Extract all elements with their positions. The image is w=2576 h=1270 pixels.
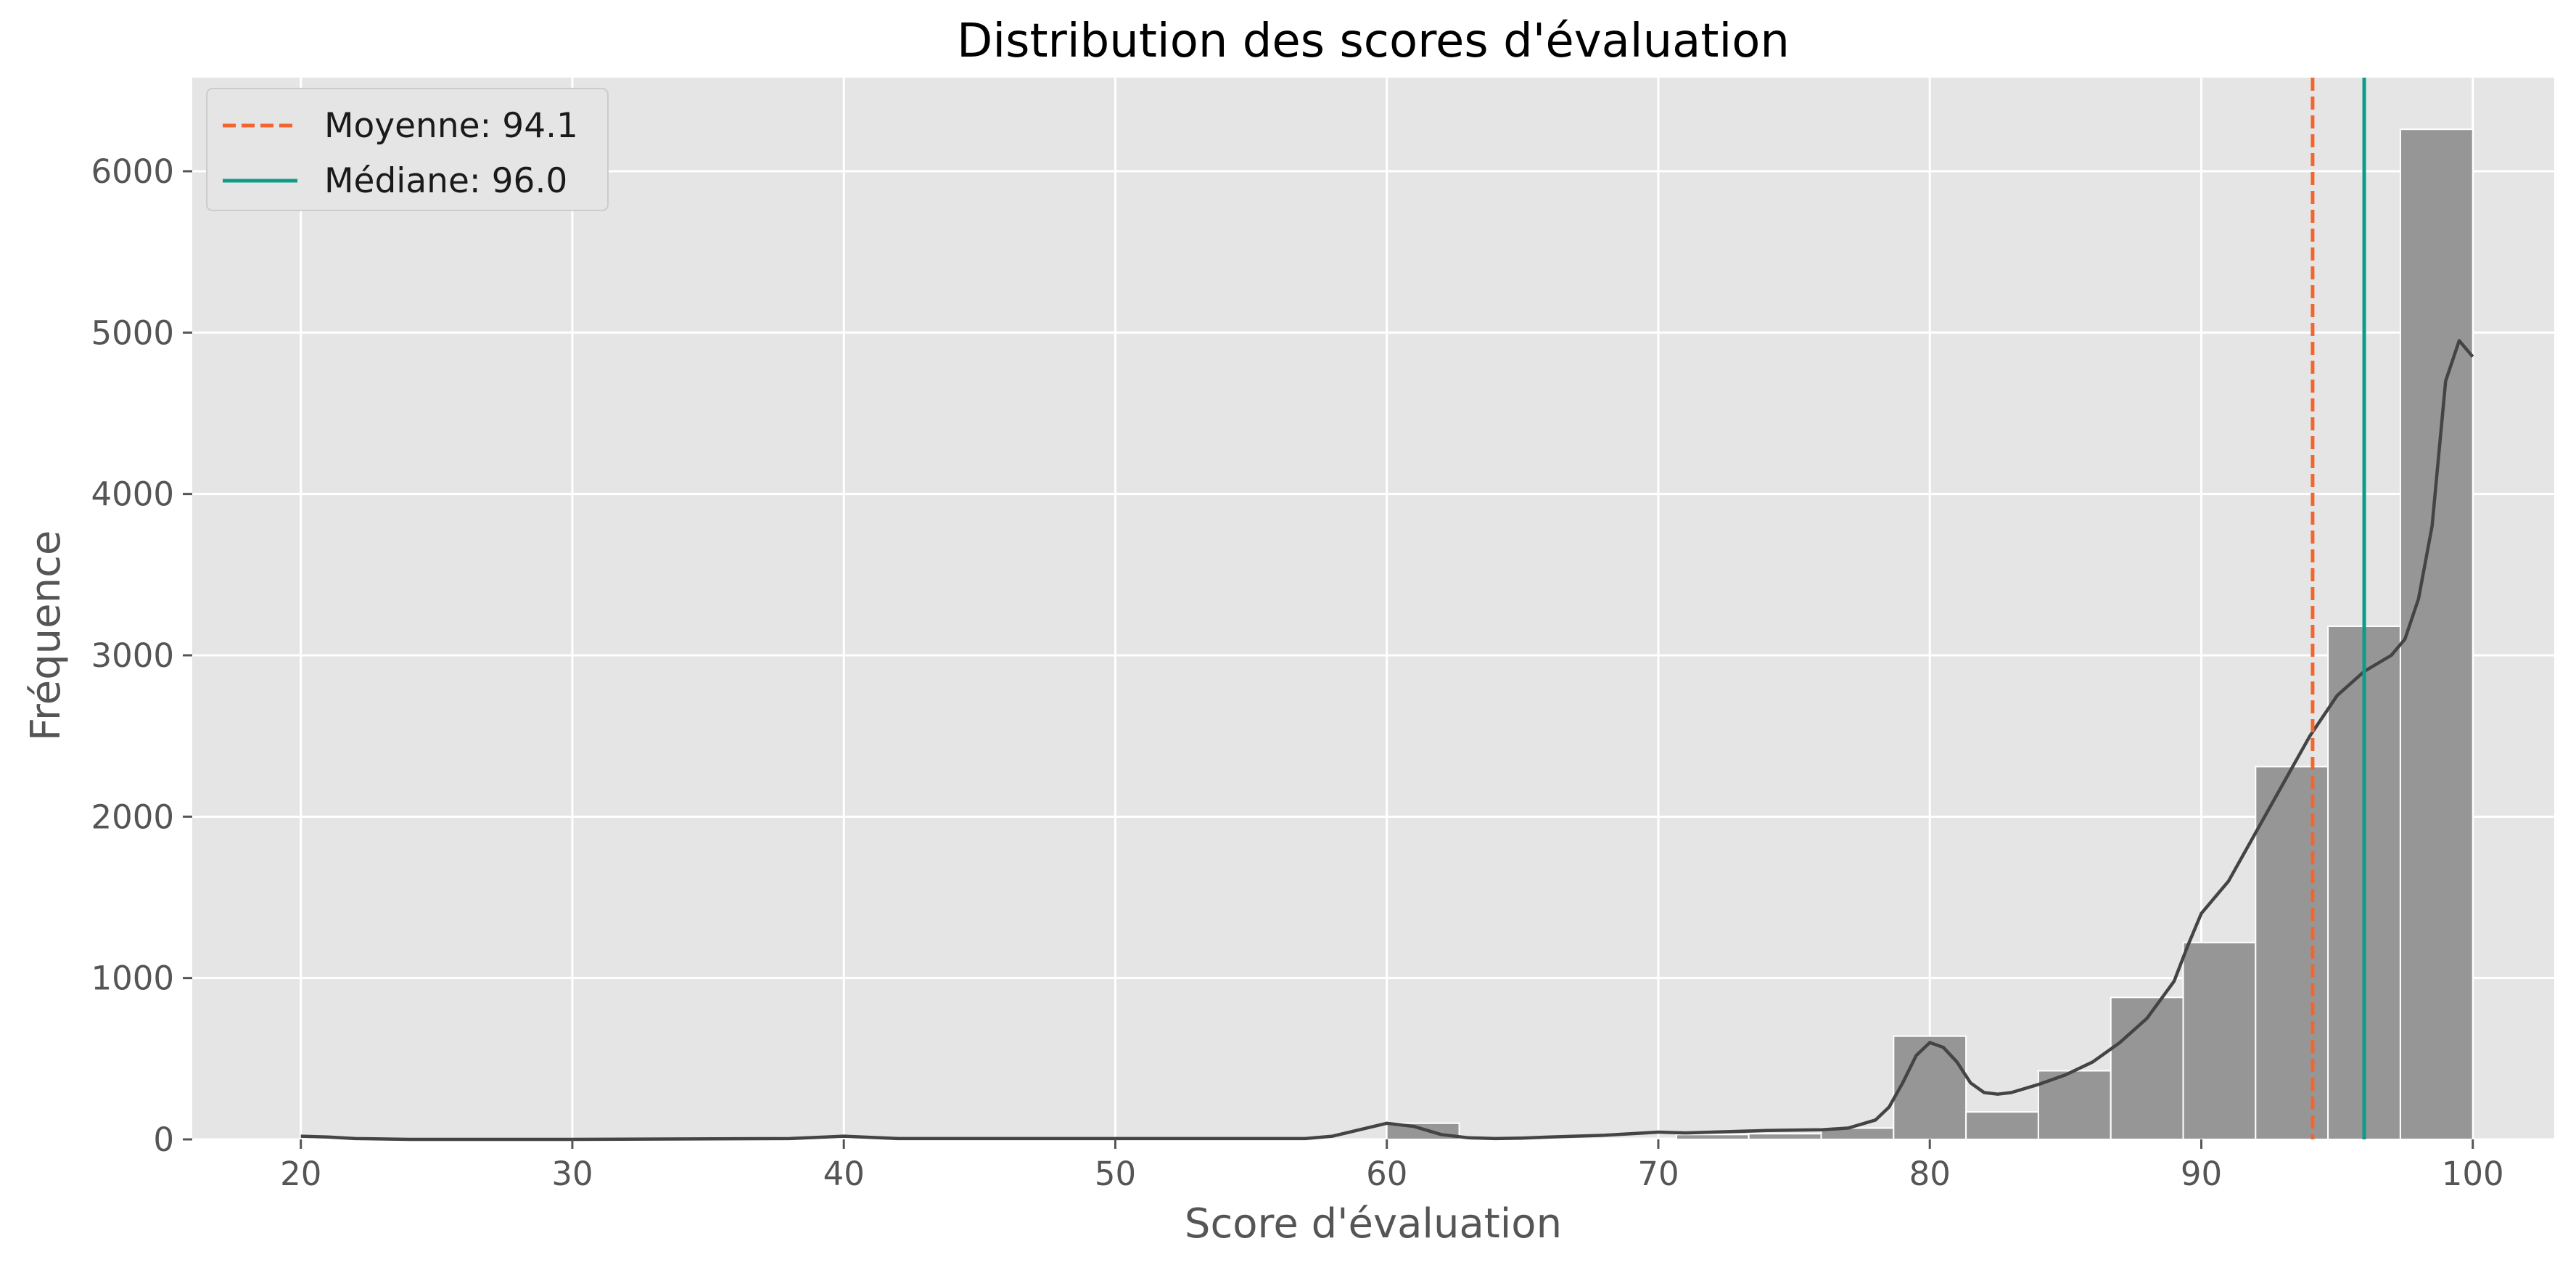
reference-lines xyxy=(2310,78,2366,1139)
histogram-bar xyxy=(1748,1133,1822,1141)
histogram-bar xyxy=(2182,941,2257,1140)
x-tick-label: 60 xyxy=(1366,1155,1407,1193)
x-tick-label: 100 xyxy=(2442,1155,2504,1193)
y-axis-label: Fréquence xyxy=(22,530,70,742)
x-tick-label: 80 xyxy=(1909,1155,1951,1193)
histogram-bar xyxy=(2110,996,2184,1141)
plot-area xyxy=(192,78,2554,1139)
x-tick-label: 40 xyxy=(823,1155,865,1193)
legend-entry: Médiane: 96.0 xyxy=(324,161,567,201)
histogram-bar xyxy=(1893,1035,1967,1141)
chart-title: Distribution des scores d'évaluation xyxy=(957,15,1790,68)
y-tick-label: 6000 xyxy=(91,152,174,191)
histogram-bar xyxy=(2399,128,2474,1141)
legend-entry: Moyenne: 94.1 xyxy=(324,106,578,146)
kde-curve xyxy=(300,339,2474,1142)
y-axis-ticks: 0 1000 2000 3000 4000 5000 6000 xyxy=(91,152,192,1159)
y-tick-label: 2000 xyxy=(91,798,174,836)
x-axis-ticks: 20 30 40 50 60 70 80 90 100 xyxy=(280,1139,2504,1193)
y-tick-label: 5000 xyxy=(91,314,174,352)
x-tick-label: 20 xyxy=(280,1155,321,1193)
y-tick-label: 3000 xyxy=(91,636,174,675)
y-tick-label: 1000 xyxy=(91,959,174,998)
histogram-bar xyxy=(2255,766,2329,1141)
y-tick-label: 4000 xyxy=(91,475,174,514)
y-tick-label: 0 xyxy=(153,1121,174,1159)
histogram-bar xyxy=(1965,1111,2039,1141)
x-tick-label: 30 xyxy=(551,1155,593,1193)
legend: Moyenne: 94.1 Médiane: 96.0 xyxy=(206,88,609,211)
x-tick-label: 50 xyxy=(1095,1155,1136,1193)
histogram-bar xyxy=(1675,1134,1750,1141)
histogram-bar xyxy=(2037,1070,2112,1141)
x-tick-label: 70 xyxy=(1637,1155,1679,1193)
x-tick-label: 90 xyxy=(2181,1155,2222,1193)
legend-box xyxy=(206,88,609,211)
x-axis-label: Score d'évaluation xyxy=(1185,1200,1562,1248)
